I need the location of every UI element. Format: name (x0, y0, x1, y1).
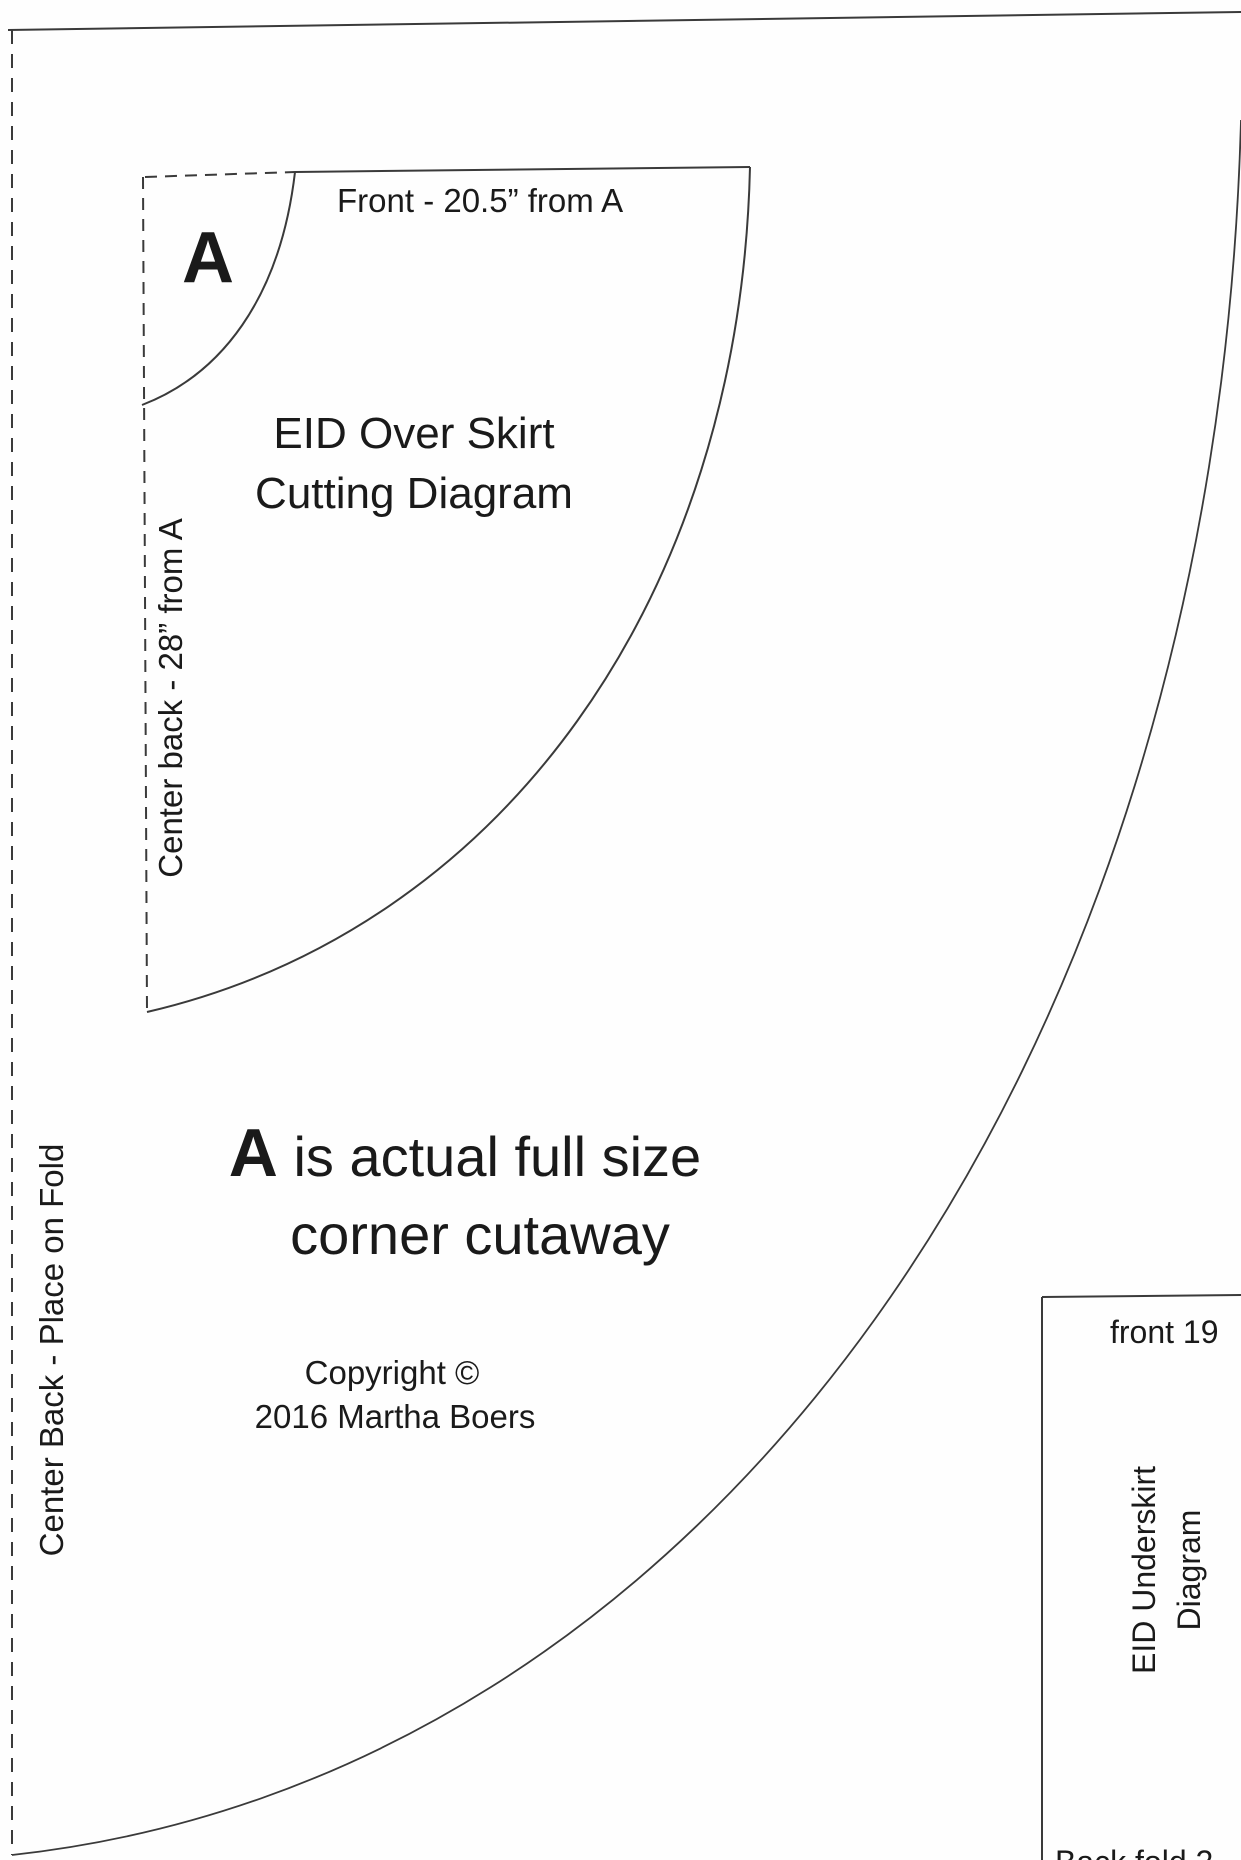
fold-label: Center Back - Place on Fold (33, 1144, 70, 1557)
full-size-note-line1-rest: is actual full size (278, 1125, 701, 1188)
full-size-note-line2: corner cutaway (290, 1203, 670, 1266)
underskirt-back-label: Back fold 2 (1055, 1844, 1213, 1860)
corner-label-a: A (182, 218, 234, 298)
full-size-note-line1: A is actual full size (229, 1115, 701, 1191)
underskirt-top-edge (1041, 1294, 1241, 1298)
front-measurement-label: Front - 20.5” from A (337, 182, 623, 219)
overskirt-title-line1: EID Over Skirt (273, 409, 554, 458)
underskirt-title-line1: EID Underskirt (1126, 1466, 1162, 1674)
outer-top-edge (7, 11, 1241, 31)
overskirt-front-edge (294, 166, 751, 173)
overskirt-top-dashed-edge (144, 171, 296, 178)
corner-cutaway-curve (141, 171, 296, 406)
full-size-note-letter: A (229, 1115, 278, 1191)
overskirt-title-line2: Cutting Diagram (255, 469, 573, 518)
copyright-line2: 2016 Martha Boers (255, 1398, 536, 1435)
overskirt-hem-curve (146, 166, 751, 1013)
center-back-measurement-label: Center back - 28” from A (152, 518, 189, 877)
outer-hem-curve (11, 119, 1241, 1856)
overskirt-back-dashed-edge (142, 176, 148, 1013)
copyright-line1: Copyright © (305, 1354, 480, 1391)
underskirt-front-label: front 19 (1110, 1314, 1219, 1350)
underskirt-title-line2: Diagram (1171, 1510, 1207, 1631)
